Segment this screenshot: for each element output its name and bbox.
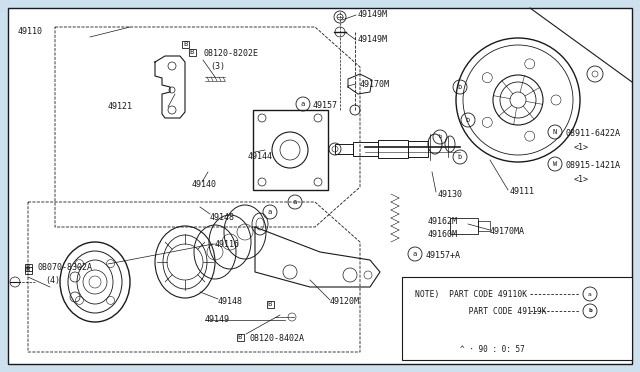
Text: 49121: 49121 [108, 102, 133, 111]
Text: 49116: 49116 [215, 240, 240, 249]
Text: 49120M: 49120M [330, 297, 360, 306]
Text: B: B [26, 267, 30, 273]
Text: 49157: 49157 [313, 101, 338, 110]
Text: NOTE)  PART CODE 49110K: NOTE) PART CODE 49110K [415, 290, 527, 299]
Text: 49111: 49111 [510, 187, 535, 196]
Text: PART CODE 49119K: PART CODE 49119K [415, 307, 547, 316]
Text: b: b [466, 117, 470, 123]
Text: N: N [553, 129, 557, 135]
Text: B: B [238, 334, 242, 340]
Text: 08120-8402A: 08120-8402A [250, 334, 305, 343]
Text: W: W [553, 161, 557, 167]
Text: 49149: 49149 [205, 315, 230, 324]
Text: 49157+A: 49157+A [426, 251, 461, 260]
Text: b: b [438, 135, 442, 140]
Text: ^ · 90 : 0: 57: ^ · 90 : 0: 57 [460, 345, 525, 354]
Bar [378, 140, 408, 158]
Bar [24, 263, 31, 270]
Text: (4): (4) [45, 276, 60, 285]
Bar [237, 334, 243, 340]
Text: a: a [413, 251, 417, 257]
Bar [353, 142, 378, 156]
Bar [266, 301, 273, 308]
Text: B: B [26, 264, 30, 270]
Text: <1>: <1> [574, 143, 589, 152]
Text: 49140: 49140 [192, 180, 217, 189]
Text: B: B [268, 301, 272, 307]
Text: 49149M: 49149M [358, 10, 388, 19]
Text: a: a [588, 292, 592, 296]
Text: b: b [458, 154, 462, 160]
Bar [253, 110, 328, 190]
Bar [450, 218, 478, 234]
Bar [402, 277, 632, 360]
Text: 49144: 49144 [248, 152, 273, 161]
Bar [24, 266, 31, 273]
Text: B: B [190, 49, 194, 55]
Text: b: b [458, 84, 462, 90]
Text: 49130: 49130 [438, 190, 463, 199]
Text: 08120-8202E: 08120-8202E [203, 49, 258, 58]
Text: 08915-1421A: 08915-1421A [566, 161, 621, 170]
Text: 49148: 49148 [210, 213, 235, 222]
Text: 49160M: 49160M [428, 230, 458, 239]
Bar [478, 221, 490, 231]
Text: <1>: <1> [574, 175, 589, 184]
Bar [335, 144, 353, 154]
Text: 08070-8302A: 08070-8302A [38, 263, 93, 272]
Text: b: b [588, 308, 592, 314]
Text: 49110: 49110 [18, 27, 43, 36]
Text: a: a [293, 199, 297, 205]
Text: (3): (3) [210, 62, 225, 71]
Text: B: B [183, 41, 187, 47]
Text: 49149M: 49149M [358, 35, 388, 44]
Bar [408, 141, 428, 157]
Bar [189, 48, 195, 55]
Text: a: a [268, 209, 272, 215]
Text: 49170M: 49170M [360, 80, 390, 89]
Text: 08911-6422A: 08911-6422A [566, 129, 621, 138]
Text: 49170MA: 49170MA [490, 227, 525, 236]
Text: a: a [301, 101, 305, 107]
Text: 49162M: 49162M [428, 217, 458, 226]
Text: 49148: 49148 [218, 297, 243, 306]
Bar [182, 41, 189, 48]
